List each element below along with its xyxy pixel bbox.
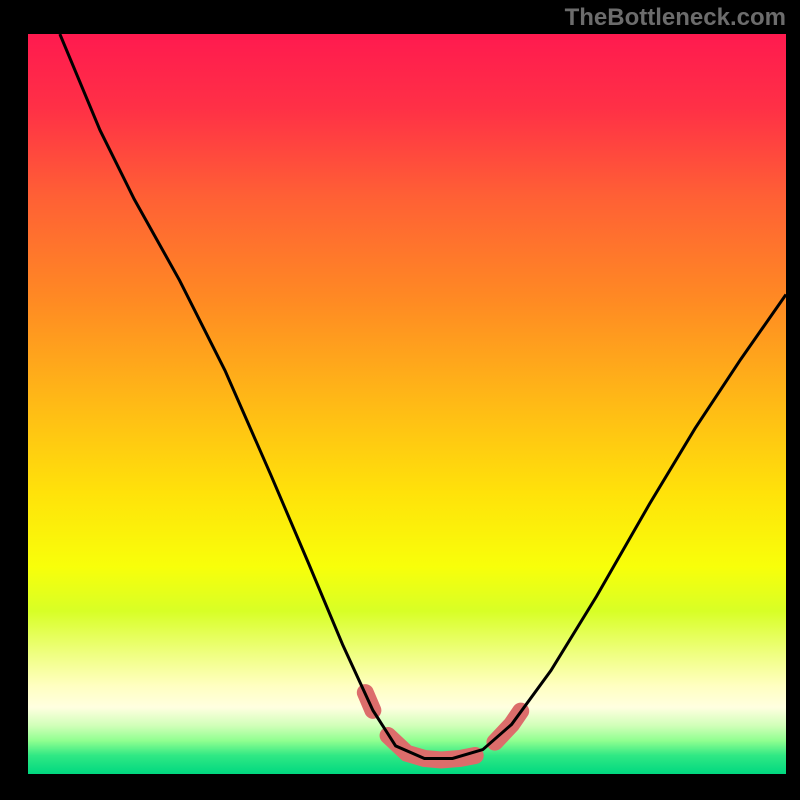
gradient-background bbox=[28, 34, 786, 774]
chart-frame: TheBottleneck.com bbox=[0, 0, 800, 800]
frame-border-bottom bbox=[0, 774, 800, 800]
frame-border-right bbox=[786, 0, 800, 800]
plot-area bbox=[28, 34, 786, 774]
frame-border-left bbox=[0, 0, 28, 800]
bottleneck-curve-chart bbox=[28, 34, 786, 774]
watermark-text: TheBottleneck.com bbox=[565, 4, 786, 32]
